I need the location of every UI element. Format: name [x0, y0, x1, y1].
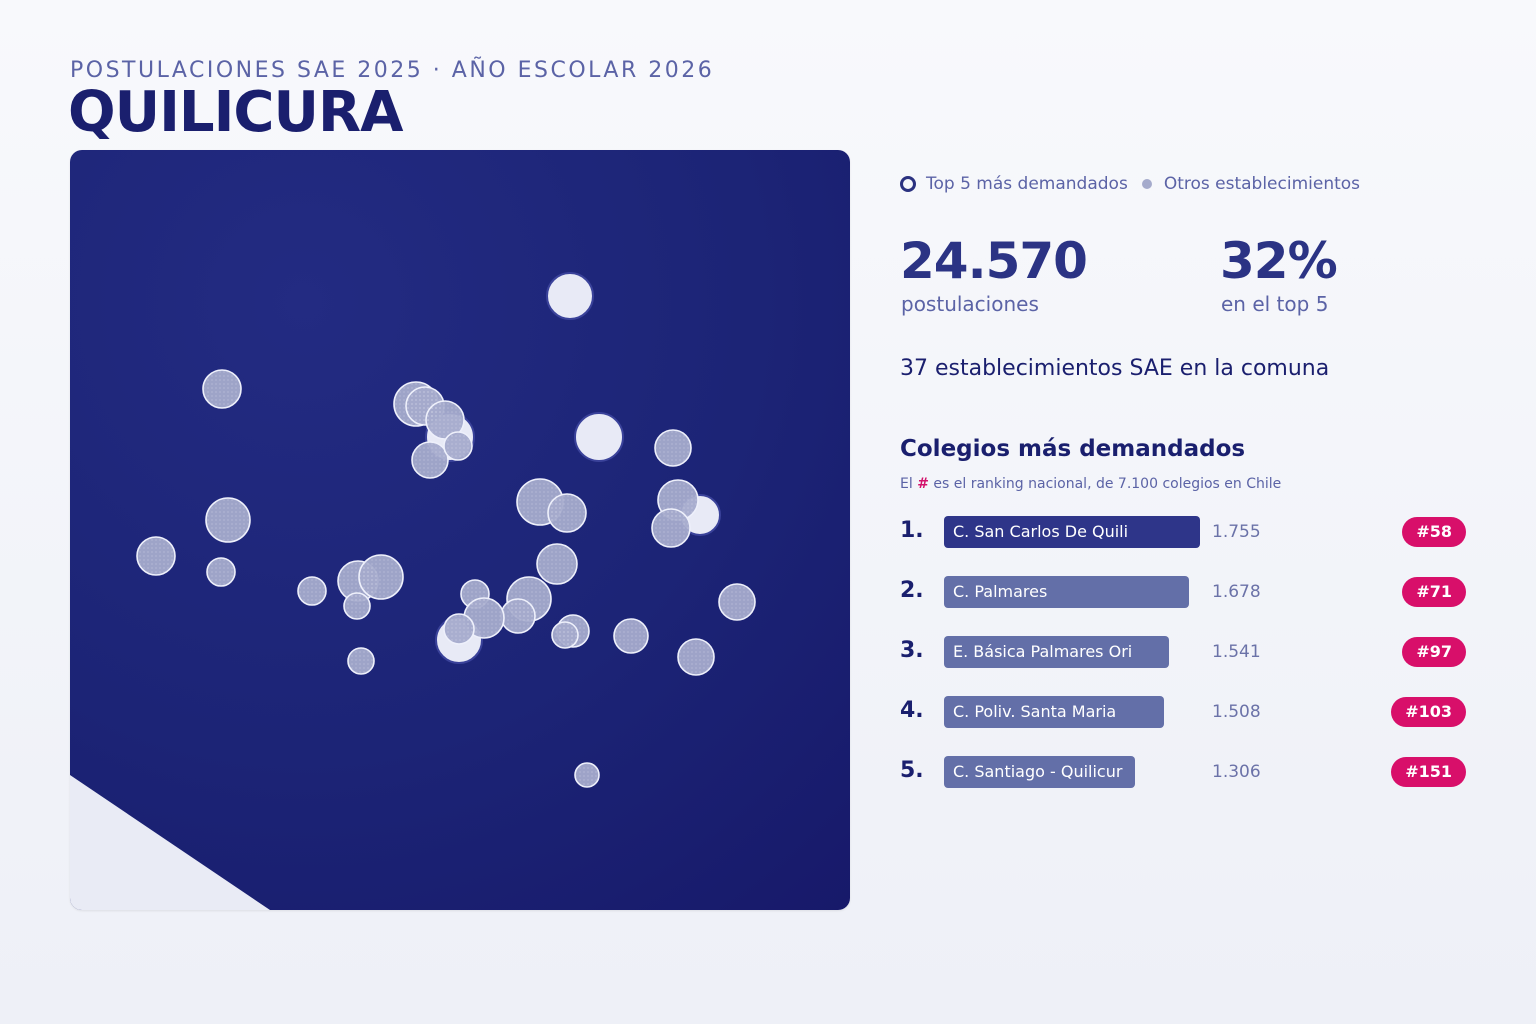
- top5-school-marker[interactable]: [574, 412, 624, 462]
- ranking-row-2[interactable]: 2. C. Palmares 1.678 #71: [900, 576, 1466, 608]
- marker-texture: [445, 433, 471, 459]
- ranking-row-3[interactable]: 3. E. Básica Palmares Ori 1.541 #97: [900, 636, 1466, 668]
- marker-texture: [553, 623, 577, 647]
- marker-texture: [360, 556, 402, 598]
- rank-position: 3.: [900, 638, 924, 663]
- applications-count: 24.570: [900, 232, 1088, 290]
- marker-texture: [204, 371, 240, 407]
- marker-texture: [138, 538, 174, 574]
- marker-texture: [659, 481, 697, 519]
- marker-texture: [656, 431, 690, 465]
- marker-texture: [208, 559, 234, 585]
- page-title: QUILICURA: [68, 80, 403, 145]
- legend-top5-label: Top 5 más demandados: [926, 174, 1128, 194]
- marker-texture: [413, 443, 447, 477]
- ranking-subtitle-prefix: El: [900, 476, 913, 492]
- ranking-row-4[interactable]: 4. C. Poliv. Santa Maria 1.508 #103: [900, 696, 1466, 728]
- school-bar: C. Santiago - Quilicur: [944, 756, 1135, 788]
- ranking-row-1[interactable]: 1. C. San Carlos De Quili 1.755 #58: [900, 516, 1466, 548]
- marker-texture: [207, 499, 249, 541]
- ranking-subtitle-suffix: es el ranking nacional, de 7.100 colegio…: [933, 476, 1282, 492]
- marker-texture: [576, 764, 598, 786]
- national-rank-badge: #97: [1402, 637, 1466, 667]
- applications-label: postulaciones: [901, 292, 1039, 316]
- ranking-subtitle: El # es el ranking nacional, de 7.100 co…: [900, 476, 1281, 492]
- school-bar: C. Poliv. Santa Maria: [944, 696, 1164, 728]
- other-marker-icon: [1141, 179, 1152, 189]
- marker-texture: [538, 545, 576, 583]
- top5-share-label: en el top 5: [1221, 292, 1329, 316]
- national-rank-badge: #151: [1391, 757, 1466, 787]
- applications-value: 1.306: [1212, 762, 1261, 782]
- map-canvas: [70, 272, 756, 910]
- marker-texture: [679, 640, 713, 674]
- national-rank-badge: #103: [1391, 697, 1466, 727]
- top5-share: 32%: [1220, 232, 1338, 290]
- marker-texture: [465, 599, 503, 637]
- rank-position: 5.: [900, 758, 924, 783]
- marker-texture: [549, 495, 585, 531]
- marker-texture: [445, 615, 473, 643]
- marker-texture: [299, 578, 325, 604]
- rank-position: 1.: [900, 518, 924, 543]
- ranking-title: Colegios más demandados: [900, 436, 1246, 462]
- ranking-hash: #: [917, 476, 929, 492]
- marker-texture: [345, 594, 369, 618]
- national-rank-badge: #71: [1402, 577, 1466, 607]
- applications-value: 1.755: [1212, 522, 1261, 542]
- marker-texture: [502, 600, 534, 632]
- rank-position: 4.: [900, 698, 924, 723]
- ranking-row-5[interactable]: 5. C. Santiago - Quilicur 1.306 #151: [900, 756, 1466, 788]
- top5-marker-icon: [900, 176, 916, 192]
- rank-position: 2.: [900, 578, 924, 603]
- marker-texture: [427, 402, 463, 438]
- school-bar: E. Básica Palmares Ori: [944, 636, 1169, 668]
- legend-others-label: Otros establecimientos: [1163, 174, 1361, 194]
- page-eyebrow: POSTULACIONES SAE 2025 · AÑO ESCOLAR 202…: [70, 58, 715, 83]
- marker-texture: [720, 585, 754, 619]
- commune-map[interactable]: [70, 150, 850, 910]
- marker-texture: [615, 620, 647, 652]
- marker-texture: [653, 510, 689, 546]
- map-legend: Top 5 más demandados Otros establecimien…: [900, 174, 1360, 194]
- applications-value: 1.508: [1212, 702, 1261, 722]
- school-bar: C. San Carlos De Quili: [944, 516, 1200, 548]
- establishments-count: 37 establecimientos SAE en la comuna: [900, 356, 1330, 381]
- applications-value: 1.541: [1212, 642, 1261, 662]
- map-corner-area: [70, 775, 270, 910]
- school-bar: C. Palmares: [944, 576, 1189, 608]
- marker-texture: [349, 649, 373, 673]
- applications-value: 1.678: [1212, 582, 1261, 602]
- top5-school-marker[interactable]: [546, 272, 594, 320]
- national-rank-badge: #58: [1402, 517, 1466, 547]
